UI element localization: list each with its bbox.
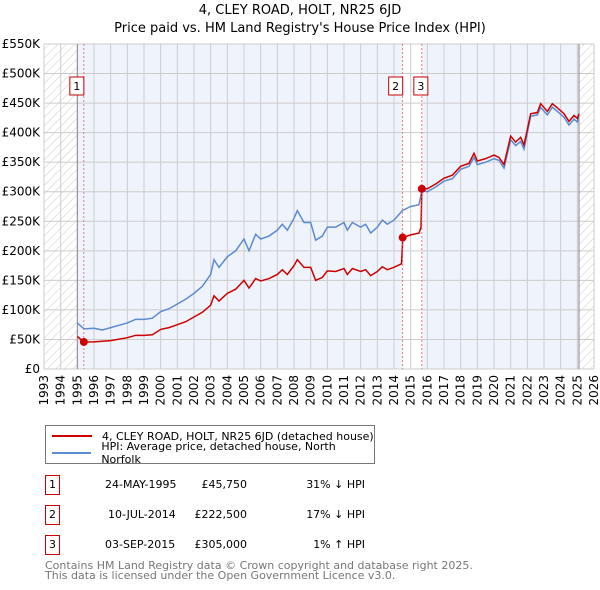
sale-badge	[69, 76, 85, 96]
chart-title: 4, CLEY ROAD, HOLT, NR25 6JD	[198, 3, 402, 18]
y-tick-label: £0	[25, 362, 40, 376]
row-badge: 1	[45, 475, 60, 495]
chart-subtitle: Price paid vs. HM Land Registry's House …	[114, 21, 486, 36]
x-tick-label: 2009	[304, 375, 318, 406]
plot-area: 1993 1994 1995 1996 1997 1998 1999 2000 2001 2002…	[2, 37, 600, 406]
x-tick-label: 2019	[470, 375, 484, 406]
x-tick-label: 2007	[270, 375, 284, 406]
footer-line-2: This data is licensed under the Open Gov…	[45, 569, 396, 582]
x-tick-label: 2001	[170, 375, 184, 406]
row-price: £45,750	[201, 478, 248, 491]
price-line	[76, 102, 580, 343]
x-tick-label: 2014	[387, 375, 401, 406]
x-tick-label: 2025	[570, 375, 584, 406]
ownership-shade	[77, 44, 403, 369]
y-tick-label: £550K	[2, 37, 42, 51]
row-date: 24-MAY-1995	[105, 478, 177, 491]
x-tick-label: 2020	[487, 375, 501, 406]
x-tick-label: 2004	[220, 375, 234, 406]
x-tick-label: 2008	[287, 375, 301, 406]
row-date: 10-JUL-2014	[108, 508, 176, 521]
row-price: £305,000	[194, 538, 248, 551]
sale-badge-label: 3	[417, 80, 424, 93]
x-tick-label: 2005	[237, 375, 251, 406]
y-tick-label: £450K	[2, 96, 42, 110]
row-date: 03-SEP-2015	[105, 538, 176, 551]
x-tick-label: 2002	[187, 375, 201, 406]
y-tick-label: £100K	[2, 303, 42, 317]
x-tick-label: 2000	[154, 375, 168, 406]
x-tick-label: 2022	[520, 375, 534, 406]
y-tick-label: £300K	[2, 185, 42, 199]
x-tick-label: 2015	[404, 375, 418, 406]
transaction-row: 1 24-MAY-1995 £45,750 31% ↓ HPI	[45, 475, 365, 495]
legend-item-hpi: HPI: Average price, detached house, Nort…	[52, 440, 374, 466]
y-tick-label: £50K	[9, 332, 41, 346]
sale-badge-label: 1	[73, 80, 80, 93]
legend-label: 4, CLEY ROAD, HOLT, NR25 6JD (detached h…	[102, 429, 374, 443]
x-tick-label: 1996	[87, 375, 101, 406]
y-tick-label: £400K	[2, 126, 42, 140]
x-tick-label: 1997	[104, 375, 118, 406]
x-tick-label: 2010	[320, 375, 334, 406]
x-tick-label: 2026	[587, 375, 600, 406]
y-tick-label: £250K	[2, 214, 42, 228]
x-tick-label: 2017	[437, 375, 451, 406]
transaction-row: 3 03-SEP-2015 £305,000 1% ↑ HPI	[45, 535, 365, 555]
x-tick-label: 1993	[37, 375, 51, 406]
x-tick-label: 1994	[54, 375, 68, 406]
transaction-row: 2 10-JUL-2014 £222,500 17% ↓ HPI	[45, 505, 365, 525]
legend: 4, CLEY ROAD, HOLT, NR25 6JD (detached h…	[45, 425, 375, 466]
legend-swatch-red	[52, 435, 92, 437]
x-tick-label: 2018	[454, 375, 468, 406]
sale-badge	[413, 76, 429, 96]
sale-badge-label: 2	[392, 80, 399, 93]
row-badge: 2	[45, 505, 60, 525]
footer-line-1: Contains HM Land Registry data © Crown c…	[45, 559, 473, 572]
legend-item-property: 4, CLEY ROAD, HOLT, NR25 6JD (detached h…	[52, 428, 374, 444]
legend-label: HPI: Average price, detached house, Nort…	[101, 440, 336, 466]
x-tick-label: 1998	[120, 375, 134, 406]
y-tick-label: £500K	[2, 67, 42, 81]
y-tick-label: £200K	[2, 244, 42, 258]
hatch-after-data	[579, 44, 594, 369]
x-tick-label: 2021	[504, 375, 518, 406]
legend-swatch-blue	[52, 452, 92, 454]
x-tick-label: 1999	[137, 375, 151, 406]
y-tick-label: £150K	[2, 273, 42, 287]
hpi-line	[76, 105, 580, 331]
sale-badge	[388, 76, 404, 96]
sale-point	[417, 184, 426, 193]
row-badge: 3	[45, 535, 60, 555]
sale-point	[79, 337, 88, 346]
x-tick-label: 2013	[370, 375, 384, 406]
row-hpi: 1% ↑ HPI	[313, 538, 365, 551]
x-tick-label: 2003	[204, 375, 218, 406]
x-tick-label: 2012	[354, 375, 368, 406]
sale-point	[398, 233, 407, 242]
row-price: £222,500	[194, 508, 248, 521]
x-tick-label: 2023	[537, 375, 551, 406]
x-tick-label: 2016	[420, 375, 434, 406]
x-tick-label: 1995	[70, 375, 84, 406]
row-hpi: 31% ↓ HPI	[306, 478, 365, 491]
x-tick-label: 2006	[254, 375, 268, 406]
ownership-shade	[421, 44, 579, 369]
row-hpi: 17% ↓ HPI	[306, 508, 365, 521]
y-tick-label: £350K	[2, 155, 42, 169]
x-tick-label: 2011	[337, 375, 351, 406]
x-tick-label: 2024	[554, 375, 568, 406]
